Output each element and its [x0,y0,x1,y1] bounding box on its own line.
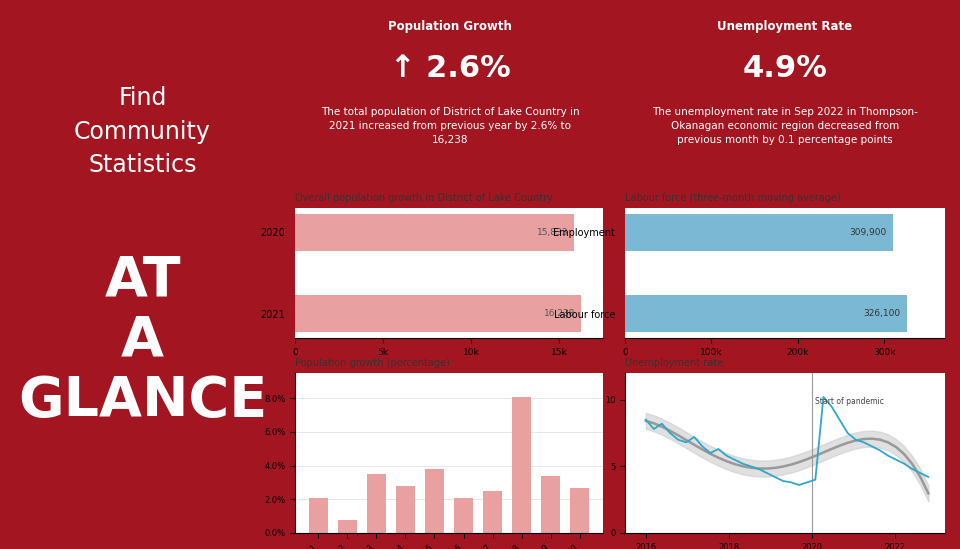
Text: 326,100: 326,100 [863,309,900,318]
Text: 16,238: 16,238 [544,309,575,318]
Text: Unemployment Rate: Unemployment Rate [717,20,852,33]
Text: ↑ 2.6%: ↑ 2.6% [390,54,511,83]
Text: Population Growth: Population Growth [388,20,512,33]
Bar [625,214,893,250]
Text: The unemployment rate in Sep 2022 in Thompson-
Okanagan economic region decrease: The unemployment rate in Sep 2022 in Tho… [652,107,918,145]
Text: Start of pandemic: Start of pandemic [815,397,884,406]
Bar [295,295,581,332]
Bar [512,396,531,533]
Text: Unemployment rate: Unemployment rate [625,358,723,368]
Text: Overall population growth in District of Lake Country: Overall population growth in District of… [295,193,553,203]
Bar [367,474,386,533]
Text: 4.9%: 4.9% [743,54,828,83]
Text: 15,833: 15,833 [537,228,568,237]
Bar [309,497,328,533]
Bar [396,486,415,533]
Bar [454,497,473,533]
Bar [483,491,502,533]
Text: AT
A
GLANCE: AT A GLANCE [18,253,267,428]
Bar [570,488,589,533]
Text: Find
Community
Statistics: Find Community Statistics [74,86,211,177]
Bar [338,519,357,533]
Text: Population growth (percentage): Population growth (percentage) [295,358,450,368]
Text: 309,900: 309,900 [849,228,886,237]
Bar [541,476,560,533]
Text: Labour force (three-month moving average): Labour force (three-month moving average… [625,193,841,203]
Text: The total population of District of Lake Country in
2021 increased from previous: The total population of District of Lake… [321,107,579,145]
Bar [625,295,907,332]
Bar [295,214,574,250]
Bar [425,469,444,533]
